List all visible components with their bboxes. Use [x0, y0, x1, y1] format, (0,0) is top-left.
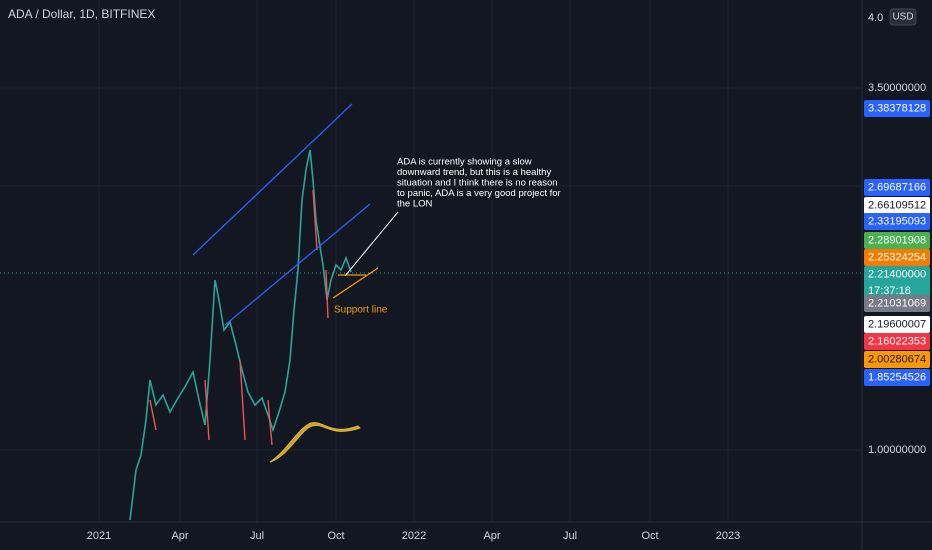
price-tag	[864, 197, 930, 214]
y-tick-label: 4.0	[868, 12, 883, 24]
price-tag	[864, 266, 930, 300]
support-line	[332, 267, 379, 299]
price-tag	[864, 249, 930, 266]
price-tag	[864, 316, 930, 333]
x-tick-label: 2023	[716, 530, 740, 542]
price-wicks	[149, 189, 329, 446]
price-tag-label: 2.00280674	[868, 353, 926, 365]
price-tag-label: 2.28901908	[868, 234, 926, 246]
annotation: ADA is currently showing a slowdownward …	[397, 157, 561, 210]
annotation-line: ADA is currently showing a slow	[397, 157, 532, 168]
price-tag-label: 2.16022353	[868, 335, 926, 347]
annotation-line: the LON	[397, 199, 433, 210]
price-tag-label: 2.21400000	[868, 268, 926, 280]
price-tag-time: 17:37:18	[868, 285, 911, 297]
x-tick-label: 2021	[87, 530, 111, 542]
price-tag-label: 2.21031069	[868, 297, 926, 309]
annotation-arrow	[344, 211, 399, 277]
annotation-line: downward trend, but this is a healthy	[397, 167, 551, 178]
price-tag-label: 2.69687166	[868, 181, 926, 193]
y-tick-label: 1.00000000	[868, 444, 926, 456]
symbol-title: ADA / Dollar, 1D, BITFINEX	[8, 7, 155, 21]
price-tags: 3.38378128 2.69687166 2.66109512 2.33195093…	[864, 100, 930, 386]
price-tag-label: 1.85254526	[868, 371, 926, 383]
x-tick-label: Apr	[171, 530, 188, 542]
currency-button[interactable]	[889, 8, 917, 26]
x-tick-label: Jul	[563, 530, 577, 542]
price-tag	[864, 100, 930, 117]
y-tick-label: 3.50000000	[868, 82, 926, 94]
x-tick-label: Oct	[641, 530, 658, 542]
x-tick-label: Jul	[250, 530, 264, 542]
price-tag	[864, 369, 930, 386]
price-tag-label: 2.33195093	[868, 215, 926, 227]
price-path	[129, 149, 352, 521]
price-tag	[864, 232, 930, 249]
price-tag-label: 3.38378128	[868, 102, 926, 114]
channel-upper	[192, 103, 353, 256]
price-tag	[864, 295, 930, 312]
highlight-shape	[269, 422, 361, 463]
price-tag	[864, 213, 930, 230]
grid	[0, 0, 862, 522]
annotation-line: situation and I think there is no reason	[397, 178, 558, 189]
price-tag	[864, 333, 930, 350]
currency-label[interactable]: USD	[892, 12, 913, 23]
price-tag	[864, 179, 930, 196]
price-tag-label: 2.19600007	[868, 318, 926, 330]
x-axis-labels: 2021 Apr Jul Oct 2022 Apr Jul Oct 2023	[87, 530, 740, 542]
support-label: Support line	[334, 305, 388, 316]
x-tick-label: 2022	[402, 530, 426, 542]
channel-lower	[224, 203, 371, 326]
price-tag	[864, 351, 930, 368]
x-tick-label: Oct	[327, 530, 344, 542]
price-tag-label: 2.25324254	[868, 251, 926, 263]
annotation-line: to panic, ADA is a very good project for	[397, 188, 561, 199]
price-tag-label: 2.66109512	[868, 199, 926, 211]
x-tick-label: Apr	[483, 530, 500, 542]
